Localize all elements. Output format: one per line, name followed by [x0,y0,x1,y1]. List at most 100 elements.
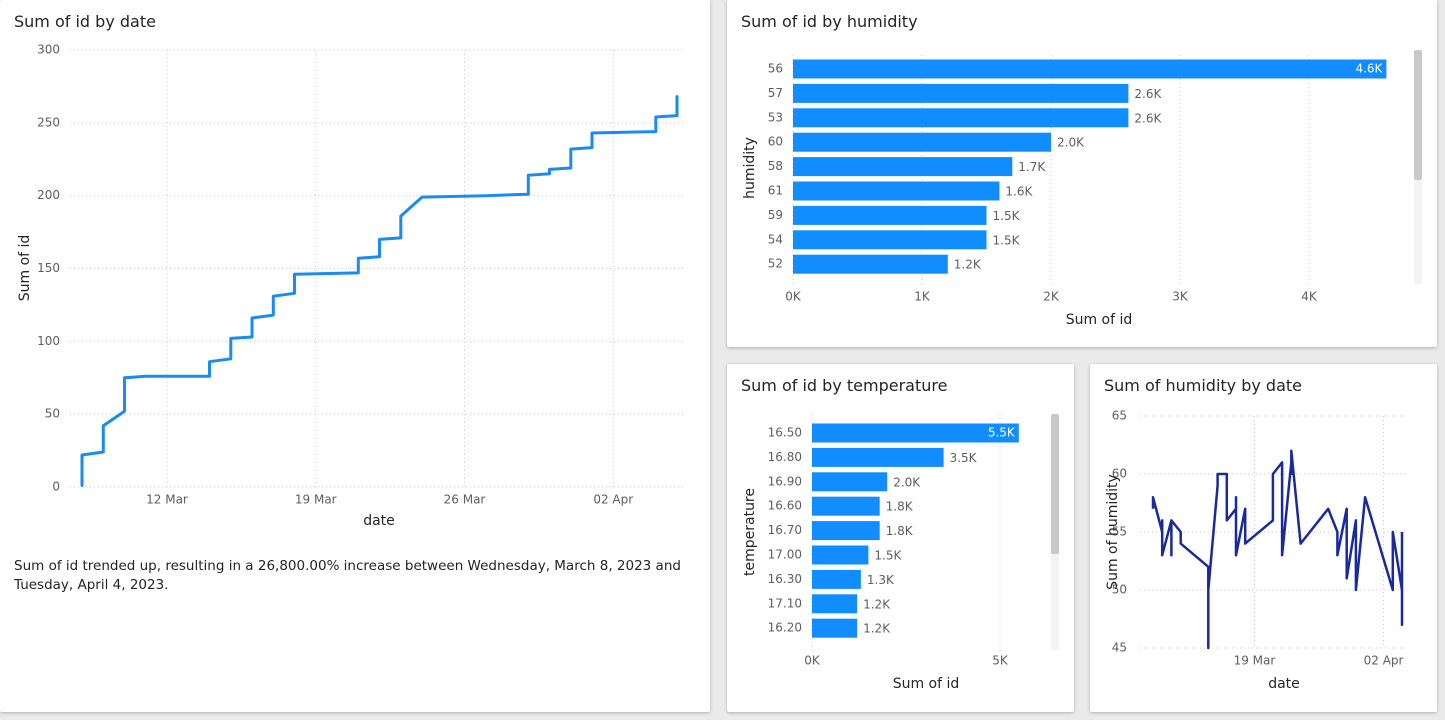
x-tick-label: 19 Mar [295,493,337,507]
data-label: 1.8K [886,500,914,514]
category-label: 59 [768,208,783,222]
category-label: 16.50 [768,426,802,440]
bar [793,108,1129,128]
data-label: 1.7K [1018,160,1046,174]
category-label: 52 [768,257,783,271]
y-tick-label: 50 [45,407,60,421]
chart-title: Sum of id by humidity [741,12,918,31]
data-label: 1.2K [863,622,891,636]
bar [812,545,869,565]
bar [793,132,1051,152]
x-tick-label: 19 Mar [1234,654,1276,668]
chart-title: Sum of id by date [14,12,156,31]
category-label: 16.60 [768,499,802,513]
data-label: 1.5K [993,233,1021,247]
smart-narrative: Sum of id trended up, resulting in a 26,… [14,558,681,593]
category-label: 16.80 [768,450,802,464]
category-label: 57 [768,86,783,100]
data-label: 2.0K [1057,136,1085,150]
y-tick-label: 0 [52,480,60,494]
category-label: 54 [768,232,783,246]
x-axis-title: Sum of id [1066,312,1133,328]
category-label: 16.30 [768,572,802,586]
category-label: 17.10 [768,596,802,610]
y-tick-label: 45 [1112,641,1127,655]
x-tick-label: 0K [785,290,802,304]
x-tick-label: 12 Mar [146,493,188,507]
x-tick-label: 02 Apr [1364,654,1404,668]
sum-id-by-temperature-chart: 0K 5K 16.50 5.5K 16.80 3.5K 16.90 2.0K 16.60 1.8K… [742,414,1019,692]
category-label: 16.70 [768,523,802,537]
sum-id-by-humidity-visual[interactable]: Sum of id by humidity 0K 1K 2K 3K 4K 56 4.6K 57… [727,0,1437,347]
sum-id-by-temperature-visual[interactable]: Sum of id by temperature 0K 5K 16.50 5.5K 16… [727,364,1074,712]
data-label: 1.8K [886,524,914,538]
x-tick-label: 1K [914,290,931,304]
category-label: 61 [768,184,783,198]
bar [812,569,861,589]
category-label: 58 [768,159,783,173]
data-label: 4.6K [1355,62,1383,76]
bar [812,594,858,614]
bar [793,181,1000,201]
bar [812,496,880,516]
scrollbar-thumb[interactable] [1414,50,1422,180]
bar [793,230,987,250]
data-label: 3.5K [950,451,978,465]
y-tick-label: 200 [37,188,60,202]
category-label: 16.90 [768,474,802,488]
data-label: 1.5K [874,549,902,563]
series-line [1151,449,1404,650]
x-tick-label: 26 Mar [444,493,486,507]
y-tick-label: 300 [37,43,60,57]
bar [793,83,1129,103]
data-label: 1.2K [954,258,982,272]
bar [812,423,1019,443]
chart-title: Sum of humidity by date [1104,376,1303,395]
scrollbar-thumb[interactable] [1051,414,1059,554]
x-tick-label: 02 Apr [593,493,633,507]
bar [793,59,1387,79]
y-tick-label: 55 [1112,525,1127,539]
x-axis-title: date [363,513,395,529]
y-tick-label: 65 [1112,409,1127,423]
sum-id-by-date-chart: 0 50 100 150 200 250 300 12 Mar 19 Mar 26 Mar 02 A… [17,43,685,529]
y-tick-label: 60 [1112,467,1127,481]
y-axis-title: humidity [742,137,758,199]
x-axis-title: Sum of id [893,676,960,692]
data-label: 1.5K [993,209,1021,223]
y-tick-label: 150 [37,261,60,275]
x-tick-label: 0K [804,654,821,668]
data-label: 2.6K [1134,111,1162,125]
sum-humidity-by-date-chart: 45 50 55 60 65 19 Mar 02 Apr date Sum of humidit… [1105,409,1408,692]
category-label: 56 [768,62,783,76]
category-label: 16.20 [768,621,802,635]
x-tick-label: 5K [992,654,1009,668]
data-label: 1.2K [863,597,891,611]
bar [793,157,1013,177]
data-label: 1.3K [867,573,895,587]
bar [812,472,888,492]
vertical-scrollbar[interactable] [1414,50,1422,284]
sum-id-by-date-visual[interactable]: Sum of id by date 0 50 100 150 200 250 300 12 M… [0,0,710,712]
bar [812,521,880,541]
x-tick-label: 2K [1043,290,1060,304]
category-label: 53 [768,110,783,124]
data-label: 1.6K [1005,185,1033,199]
y-axis-title: temperature [742,488,758,576]
category-label: 60 [768,135,783,149]
y-tick-label: 100 [37,334,60,348]
bar [812,618,858,638]
bar [812,447,944,467]
category-label: 17.00 [768,548,802,562]
sum-humidity-by-date-visual[interactable]: Sum of humidity by date 45 50 55 60 65 19 Mar… [1090,364,1437,712]
data-label: 5.5K [988,426,1016,440]
data-label: 2.6K [1134,87,1162,101]
x-axis-title: date [1268,676,1300,692]
vertical-scrollbar[interactable] [1051,414,1059,650]
series-line [80,95,679,487]
bar [793,205,987,225]
sum-id-by-humidity-chart: 0K 1K 2K 3K 4K 56 4.6K 57 2.6K 53 2.6K 60 2.0K 58 1.7K… [742,55,1387,328]
chart-title: Sum of id by temperature [741,376,948,395]
y-tick-label: 50 [1112,583,1127,597]
y-axis-title: Sum of id [17,235,33,302]
